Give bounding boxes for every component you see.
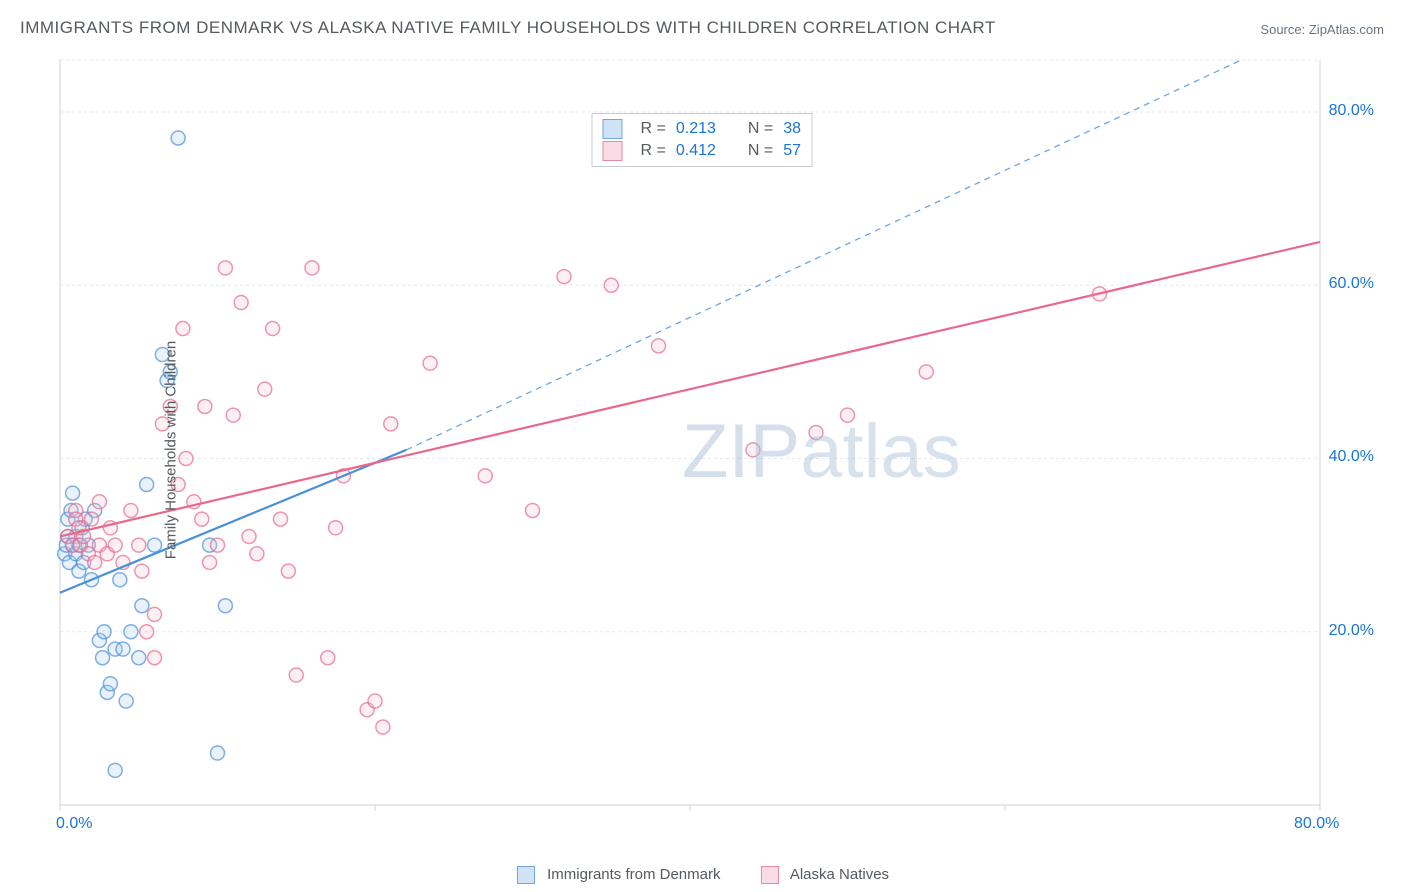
r-label: R = — [641, 120, 666, 138]
n-value-denmark: 38 — [783, 120, 801, 138]
legend-item-alaska: Alaska Natives — [760, 866, 889, 884]
legend-label: Immigrants from Denmark — [547, 866, 720, 883]
correlation-legend: R = 0.213 N = 38 R = 0.412 N = 57 — [592, 113, 813, 167]
swatch-alaska — [603, 141, 623, 161]
chart-title: IMMIGRANTS FROM DENMARK VS ALASKA NATIVE… — [20, 18, 996, 38]
source-attribution: Source: ZipAtlas.com — [1260, 22, 1384, 37]
y-tick-label: 60.0% — [1329, 275, 1374, 293]
n-label: N = — [748, 120, 773, 138]
source-label: Source: — [1260, 22, 1305, 37]
r-label: R = — [641, 142, 666, 160]
y-tick-label: 80.0% — [1329, 102, 1374, 120]
y-tick-label: 40.0% — [1329, 448, 1374, 466]
n-value-alaska: 57 — [783, 142, 801, 160]
legend-label: Alaska Natives — [790, 866, 889, 883]
chart-canvas — [50, 55, 1380, 845]
r-value-denmark: 0.213 — [676, 120, 716, 138]
series-legend: Immigrants from Denmark Alaska Natives — [517, 866, 889, 884]
y-axis-label: Family Households with Children — [163, 341, 180, 559]
x-tick-label: 0.0% — [56, 815, 92, 833]
swatch-icon — [517, 866, 535, 884]
legend-row-denmark: R = 0.213 N = 38 — [603, 118, 802, 140]
r-value-alaska: 0.412 — [676, 142, 716, 160]
x-tick-label: 80.0% — [1294, 815, 1339, 833]
swatch-icon — [760, 866, 778, 884]
n-label: N = — [748, 142, 773, 160]
legend-row-alaska: R = 0.412 N = 57 — [603, 140, 802, 162]
scatter-plot: Family Households with Children R = 0.21… — [50, 55, 1380, 845]
y-tick-label: 20.0% — [1329, 622, 1374, 640]
source-value: ZipAtlas.com — [1309, 22, 1384, 37]
swatch-denmark — [603, 119, 623, 139]
legend-item-denmark: Immigrants from Denmark — [517, 866, 721, 884]
